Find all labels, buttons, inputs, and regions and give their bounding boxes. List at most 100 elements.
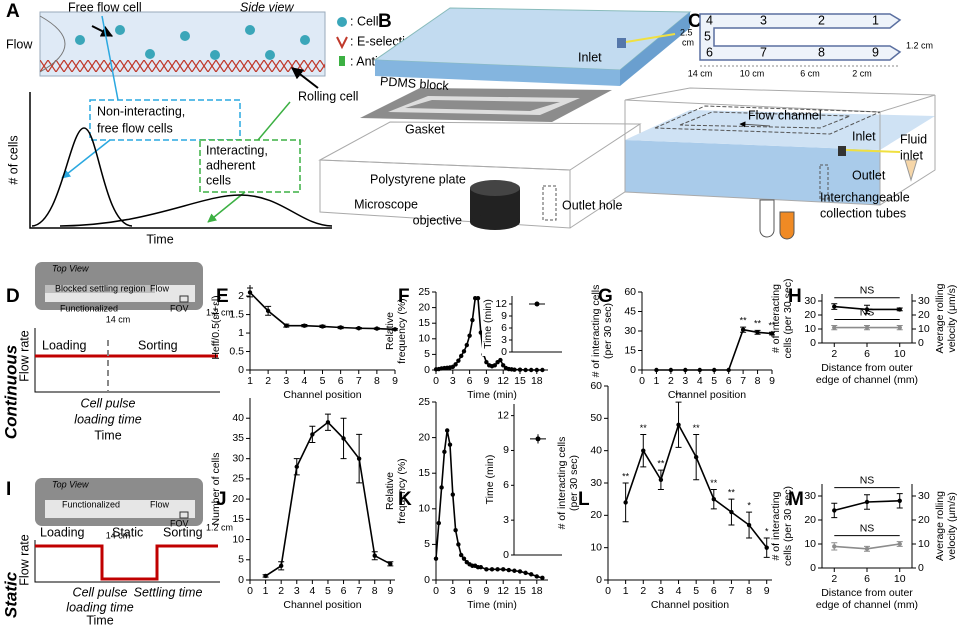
- label: FOV: [170, 303, 189, 313]
- callout: Non-interacting,: [97, 104, 185, 118]
- x-tick-label: 0: [433, 585, 439, 597]
- row-label: Continuous: [1, 345, 20, 439]
- x-tick-label: 0: [605, 585, 611, 597]
- axis-label: Channel position: [283, 389, 361, 401]
- x-tick-label: 6: [341, 585, 347, 597]
- point: [764, 545, 769, 550]
- axis-label: cells (per 30 sec): [782, 279, 794, 359]
- y-tick-label: 25: [232, 473, 244, 485]
- arrow: [291, 67, 319, 89]
- point: [338, 325, 343, 330]
- point: [302, 323, 307, 328]
- significance: **: [622, 471, 630, 481]
- panel-letter: M: [788, 489, 804, 510]
- point: [897, 325, 902, 330]
- label: Outlet: [852, 168, 886, 182]
- point: [442, 449, 447, 455]
- point: [864, 546, 870, 551]
- point: [654, 367, 659, 373]
- y-tick-label: 25: [418, 286, 430, 298]
- axis-label: edge of channel (mm): [816, 599, 918, 611]
- point: [534, 367, 539, 373]
- y-tick-label: 20: [804, 514, 816, 526]
- x-tick-label: 7: [356, 585, 362, 597]
- y-tick-label: 30: [804, 490, 816, 502]
- y-tick-label: 10: [418, 503, 430, 515]
- panel-letter: L: [578, 489, 590, 510]
- point: [658, 477, 664, 482]
- point: [459, 353, 464, 359]
- dimension: 1.2 cm: [906, 40, 933, 50]
- point: [464, 342, 469, 348]
- axis-label: # of interacting cells: [590, 285, 602, 378]
- pdms-side: [620, 12, 690, 86]
- y2-tick-label: 10: [918, 538, 930, 550]
- flow-trace: [35, 544, 218, 581]
- point: [470, 317, 475, 323]
- axis-label: Distance from outer: [821, 362, 913, 374]
- channel-top-view: [699, 13, 902, 61]
- label: Flow: [150, 499, 170, 509]
- point: [484, 567, 489, 572]
- position: 5: [704, 29, 711, 43]
- significance: **: [693, 423, 701, 433]
- axis-label: Channel position: [283, 599, 361, 611]
- phase: Loading: [42, 338, 87, 352]
- x-tick-label: 2: [831, 348, 837, 360]
- point: [535, 436, 541, 442]
- y2-tick-label: 0: [918, 562, 924, 574]
- pointer: [101, 15, 119, 101]
- axis-label: velocity (μm/s): [946, 492, 958, 560]
- callout-box: [199, 139, 301, 193]
- point: [439, 485, 444, 490]
- annotation: NS: [860, 285, 875, 297]
- axis-label: Flow rate: [17, 534, 31, 585]
- x-tick-label: 2: [831, 573, 837, 585]
- y-tick-label: 10: [418, 333, 430, 345]
- x-tick-label: 3: [283, 375, 289, 387]
- label: Cell pulse: [73, 585, 128, 599]
- panel-b: B PDMS block Inlet Gasket Polystyrene pl…: [318, 7, 692, 230]
- x-tick-label: 4: [697, 375, 703, 387]
- significance: **: [754, 319, 762, 329]
- collection-tube: [779, 211, 795, 240]
- arrow: [91, 25, 114, 37]
- y-tick-label: 15: [624, 344, 636, 356]
- point: [746, 522, 752, 528]
- x-tick-label: 6: [467, 585, 473, 597]
- x-tick-label: 5: [693, 585, 699, 597]
- y-tick-label: 60: [624, 286, 636, 298]
- pointer: [257, 101, 291, 141]
- x-tick-label: 7: [356, 375, 362, 387]
- x-tick-label: 3: [450, 585, 456, 597]
- x-tick-label: 9: [483, 375, 489, 387]
- y-tick-label: 0: [238, 574, 244, 586]
- point: [461, 349, 467, 354]
- panel-letter: C: [688, 11, 702, 32]
- x-tick-label: 5: [325, 585, 331, 597]
- x-tick-label: 2: [265, 375, 271, 387]
- box-edges: [624, 95, 936, 206]
- x-tick-label: 6: [864, 573, 870, 585]
- significance: **: [710, 478, 718, 488]
- axis-label: (per 30 sec): [602, 303, 614, 359]
- label: Free flow cell: [68, 0, 142, 14]
- y-tick-label: 0: [238, 364, 244, 376]
- point: [534, 301, 540, 307]
- axis-label: Relative: [384, 312, 396, 350]
- objective-top: [470, 180, 520, 196]
- point: [864, 307, 870, 312]
- curve: [59, 194, 333, 227]
- panel-c: C 4 3 2 1 5 6 7 8 9 2.5 cm 1.2 cm 14 cm …: [624, 11, 936, 240]
- label: Inlet: [578, 50, 602, 64]
- point: [517, 569, 523, 574]
- y-tick-label: 5: [238, 554, 244, 566]
- axis-label: Time (min): [484, 455, 496, 505]
- axis-label: Flow rate: [17, 330, 31, 381]
- row-label: Static: [1, 571, 20, 618]
- x-tick-label: 7: [740, 375, 746, 387]
- x-tick-label: 5: [320, 375, 326, 387]
- panel-letter: B: [378, 11, 392, 32]
- x-tick-label: 10: [894, 348, 906, 360]
- phase: Sorting: [163, 525, 203, 539]
